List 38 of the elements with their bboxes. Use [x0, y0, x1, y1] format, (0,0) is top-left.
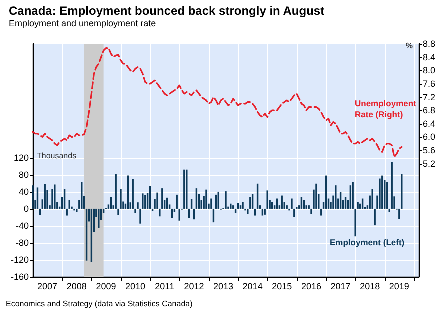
x-tick-label: 2014	[242, 282, 263, 292]
y-tick-label: 0	[24, 204, 29, 214]
x-tick-label: 2009	[96, 282, 116, 292]
y-tick-label: -160	[10, 272, 29, 282]
x-tick-label: 2012	[184, 282, 204, 292]
y-tick-label: -40	[16, 220, 29, 231]
chart-title: Canada: Employment bounced back strongly in August	[9, 4, 325, 18]
y2-tick-label: 8.0	[423, 66, 436, 76]
x-tick-label: 2011	[155, 282, 175, 292]
series-label: Employment (Left)	[330, 238, 405, 248]
y-tick-label: 40	[18, 186, 29, 197]
y2-tick-label: 8.8	[423, 39, 436, 49]
y-tick-label: 120	[14, 152, 29, 163]
y2-tick-label: 7.2	[423, 92, 436, 102]
series-label: Unemployment Rate (Right)	[355, 98, 419, 120]
annotation: %	[406, 42, 414, 50]
y2-tick-label: 5.6	[423, 146, 436, 156]
x-tick-label: 2016	[301, 282, 322, 292]
y2-tick-label: 6.0	[423, 132, 436, 142]
y2-tick-label: 6.4	[423, 118, 436, 129]
y2-tick-label: 8.4	[423, 52, 436, 62]
y2-tick-label: 6.8	[423, 106, 436, 116]
y2-tick-label: 7.6	[423, 78, 436, 89]
y-tick-label: -120	[10, 254, 29, 265]
x-tick-label: 2007	[38, 282, 58, 292]
text: Economics and Strategy (data via Statistics Canada)	[6, 300, 194, 308]
x-tick-label: 2015	[272, 282, 292, 292]
y2-tick-label: 5.2	[423, 158, 436, 169]
x-tick-label: 2013	[213, 282, 234, 292]
chart-subtitle: Employment and unemployment rate	[9, 18, 156, 28]
y-tick-label: 80	[18, 170, 29, 180]
x-tick-label: 2017	[330, 282, 351, 292]
y-tick-label: -80	[16, 238, 29, 248]
annotation: Thousands	[37, 152, 77, 160]
x-tick-label: 2018	[360, 282, 380, 292]
x-tick-label: 2019	[389, 282, 410, 292]
x-tick-label: 2008	[66, 282, 87, 292]
x-tick-label: 2010	[126, 282, 146, 292]
